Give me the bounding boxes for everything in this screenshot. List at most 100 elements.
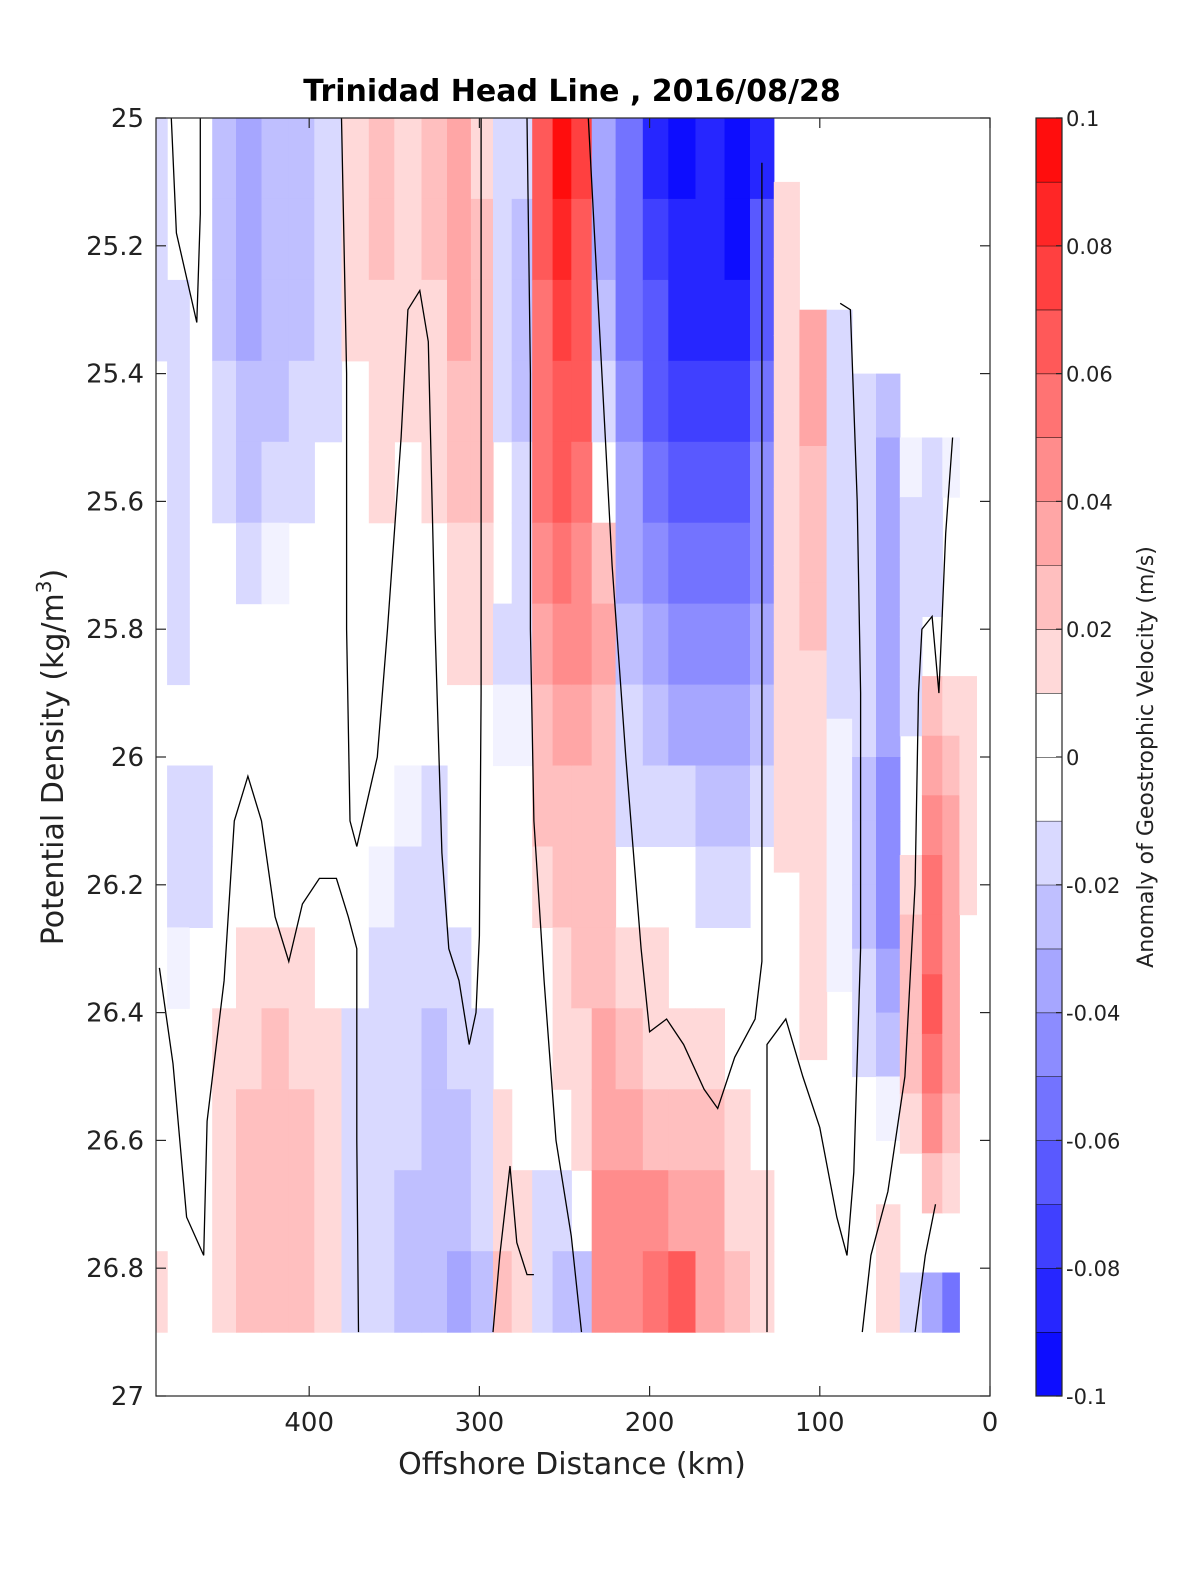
x-tick-label: 300	[455, 1408, 505, 1438]
x-tick-label: 100	[795, 1408, 845, 1438]
contour-cell	[724, 1251, 751, 1333]
contour-cell	[695, 522, 725, 605]
y-tick-label: 25.4	[86, 360, 144, 390]
colorbar-blocks	[1036, 117, 1062, 1396]
contour-cell	[615, 360, 644, 443]
contour-cell	[899, 556, 923, 617]
zero-contour	[587, 118, 763, 1110]
contour-cell	[799, 786, 828, 856]
contour-cell	[852, 629, 877, 694]
contour-cell	[799, 446, 828, 515]
contour-cell	[773, 718, 800, 796]
contour-cell	[493, 603, 513, 686]
y-tick-label: 25.6	[86, 487, 144, 517]
contour-cell	[773, 565, 800, 643]
contour-cell	[511, 441, 533, 524]
contour-cell	[642, 279, 669, 362]
contour-cell	[615, 1170, 644, 1252]
contour-cell	[826, 650, 853, 720]
contour-cell	[212, 279, 237, 362]
contour-cell	[852, 820, 877, 886]
contour-cell	[876, 884, 901, 950]
contour-cell	[942, 914, 960, 975]
contour-cell	[288, 198, 315, 281]
contour-cell	[799, 309, 828, 379]
contour-cell	[750, 1170, 775, 1252]
contour-cell	[668, 441, 697, 524]
contour-cell	[447, 198, 472, 281]
contour-cell	[724, 360, 751, 443]
contour-cell	[493, 279, 513, 362]
contour-cell	[552, 846, 572, 928]
contour-cell	[799, 991, 828, 1061]
x-tick-label: 0	[982, 1408, 999, 1438]
colorbar-tick-label: 0.08	[1066, 235, 1113, 259]
contour-cell	[773, 488, 800, 566]
contour-cell	[288, 1008, 315, 1090]
contour-cell	[470, 441, 494, 524]
contour-cell	[959, 735, 977, 796]
contour-cell	[552, 522, 572, 605]
contour-cell	[642, 198, 669, 281]
contour-cell	[261, 1251, 290, 1333]
contour-cell	[368, 279, 395, 362]
contour-cell	[695, 441, 725, 524]
contour-cell	[314, 360, 343, 443]
contour-cell	[447, 1008, 472, 1090]
y-axis-label-close: )	[36, 569, 71, 581]
contour-cell	[532, 118, 554, 200]
contour-cell	[773, 335, 800, 413]
contour-cell	[552, 1251, 572, 1333]
contour-cell	[156, 118, 168, 200]
contour-cell	[921, 914, 943, 975]
contour-cell	[695, 360, 725, 443]
x-tick-label: 200	[625, 1408, 675, 1438]
contour-cell	[470, 360, 494, 443]
colorbar-block	[1036, 1012, 1062, 1077]
contour-cell	[421, 360, 448, 443]
contour-cell	[615, 1251, 644, 1333]
contour-cell	[826, 446, 853, 515]
contour-cell	[261, 198, 290, 281]
contour-cell	[368, 1089, 395, 1171]
contour-cell	[615, 118, 644, 200]
contour-cell	[724, 1170, 751, 1252]
contour-cell	[695, 279, 725, 362]
contour-cell	[615, 927, 644, 1009]
contour-cell	[368, 198, 395, 281]
contour-cell	[447, 1089, 472, 1171]
contour-cell	[591, 684, 617, 767]
contour-cell	[921, 974, 943, 1035]
contour-cell	[421, 118, 448, 200]
contour-cell	[571, 522, 593, 605]
contour-cell	[156, 1251, 168, 1333]
contour-cell	[552, 684, 572, 767]
contour-cell	[668, 603, 697, 686]
contour-cell	[261, 1008, 290, 1090]
contour-cell	[921, 1153, 943, 1214]
contour-cell	[826, 309, 853, 379]
contour-cell	[368, 118, 395, 200]
contour-cell	[394, 846, 423, 928]
contour-cell	[532, 1170, 554, 1252]
contour-cell	[532, 279, 554, 362]
contour-cell	[167, 927, 190, 1009]
y-axis-label: Potential Density (kg/m3)	[32, 569, 71, 945]
contour-cell	[447, 1170, 472, 1252]
contour-cell	[571, 279, 593, 362]
contour-cell	[470, 198, 494, 281]
contour-cell	[921, 556, 943, 617]
contour-cell	[288, 360, 315, 443]
colorbar-tick-label: -0.08	[1066, 1257, 1120, 1281]
contour-cell	[288, 1089, 315, 1171]
colorbar-block	[1036, 437, 1062, 502]
contour-cell	[511, 1170, 533, 1252]
contour-cell	[642, 1089, 669, 1171]
contour-cell	[236, 118, 263, 200]
contour-cell	[341, 118, 370, 200]
contour-cell	[876, 948, 901, 1014]
contour-cell	[799, 377, 828, 447]
contour-cell	[470, 522, 494, 605]
contour-cell	[773, 411, 800, 490]
contour-cell	[571, 846, 593, 928]
